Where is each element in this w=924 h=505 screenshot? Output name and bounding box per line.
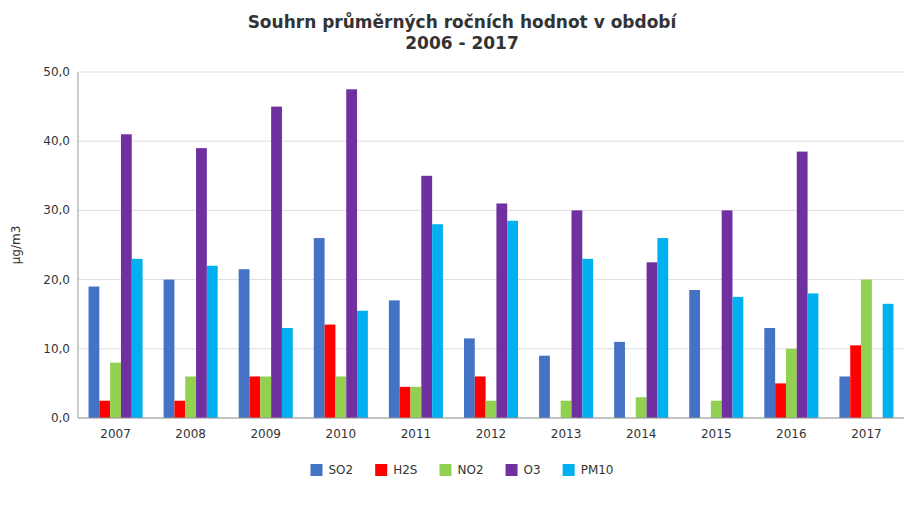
legend-label: NO2 <box>457 463 483 477</box>
bar <box>89 287 100 418</box>
bar <box>647 262 658 418</box>
bar <box>839 376 850 418</box>
grid-line <box>78 141 904 142</box>
x-tick-label: 2015 <box>701 427 732 441</box>
bar <box>164 280 175 418</box>
bar <box>282 328 293 418</box>
bar <box>614 342 625 418</box>
bar <box>797 152 808 418</box>
bar <box>571 210 582 418</box>
bar <box>883 304 894 418</box>
y-axis-line <box>78 72 79 418</box>
y-tick-label: 30,0 <box>43 203 70 217</box>
title: Souhrn průměrných ročních hodnot v obdob… <box>248 11 678 53</box>
legend: SO2 H2S NO2 O3 PM10 <box>311 463 614 477</box>
grid-line <box>78 418 904 419</box>
bar <box>711 401 722 418</box>
bar <box>475 376 486 418</box>
title-line: 2006 - 2017 <box>405 33 519 53</box>
x-tick-label: 2010 <box>326 427 357 441</box>
x-tick-label: 2007 <box>100 427 131 441</box>
bar <box>174 401 185 418</box>
legend-label: O3 <box>524 463 541 477</box>
bar <box>335 376 346 418</box>
legend-swatch <box>563 464 575 476</box>
y-tick-label: 20,0 <box>43 273 70 287</box>
bar <box>689 290 700 418</box>
bar <box>271 107 282 418</box>
x-tick-label: 2011 <box>401 427 432 441</box>
bar <box>722 210 733 418</box>
y-tick-label: 10,0 <box>43 342 70 356</box>
bar <box>99 401 110 418</box>
bar <box>121 134 132 418</box>
bar <box>850 345 861 418</box>
bar <box>539 356 550 418</box>
y-tick-label: 40,0 <box>43 134 70 148</box>
bar <box>582 259 593 418</box>
y-tick-label: 0,0 <box>51 411 70 425</box>
grid <box>78 72 904 418</box>
bar <box>496 203 507 418</box>
x-axis-line <box>78 418 904 419</box>
bar <box>808 293 819 418</box>
bar <box>786 349 797 418</box>
x-tick-label: 2008 <box>175 427 206 441</box>
legend-swatch <box>439 464 451 476</box>
bar <box>732 297 743 418</box>
legend-swatch <box>375 464 387 476</box>
bars <box>89 89 894 418</box>
x-tick-label: 2009 <box>250 427 281 441</box>
bar <box>260 376 271 418</box>
bar <box>432 224 443 418</box>
bar <box>389 300 400 418</box>
legend-swatch <box>506 464 518 476</box>
y-axis-label: µg/m3 <box>9 226 23 265</box>
bar <box>861 280 872 418</box>
bar <box>314 238 325 418</box>
bar <box>185 376 196 418</box>
x-tick-label: 2016 <box>776 427 807 441</box>
x-tick-label: 2012 <box>476 427 507 441</box>
legend-swatch <box>311 464 323 476</box>
bar <box>657 238 668 418</box>
title-line: Souhrn průměrných ročních hodnot v obdob… <box>248 11 678 32</box>
bar <box>764 328 775 418</box>
bar <box>325 325 336 418</box>
bar <box>507 221 518 418</box>
bar <box>421 176 432 418</box>
bar <box>357 311 368 418</box>
legend-label: SO2 <box>329 463 354 477</box>
bar <box>486 401 497 418</box>
chart: Souhrn průměrných ročních hodnot v obdob… <box>0 0 924 505</box>
bar <box>775 383 786 418</box>
y-tick-label: 50,0 <box>43 65 70 79</box>
legend-label: H2S <box>393 463 417 477</box>
bar <box>561 401 572 418</box>
bar <box>464 338 475 418</box>
bar <box>239 269 250 418</box>
bar <box>207 266 218 418</box>
x-tick-label: 2014 <box>626 427 657 441</box>
grid-line <box>78 72 904 73</box>
bar <box>411 387 422 418</box>
bar <box>132 259 143 418</box>
bar <box>400 387 411 418</box>
bar <box>250 376 261 418</box>
bar <box>346 89 357 418</box>
legend-label: PM10 <box>581 463 614 477</box>
bar <box>636 397 647 418</box>
bar <box>110 363 121 418</box>
x-tick-label: 2017 <box>851 427 882 441</box>
x-tick-label: 2013 <box>551 427 582 441</box>
bar <box>196 148 207 418</box>
